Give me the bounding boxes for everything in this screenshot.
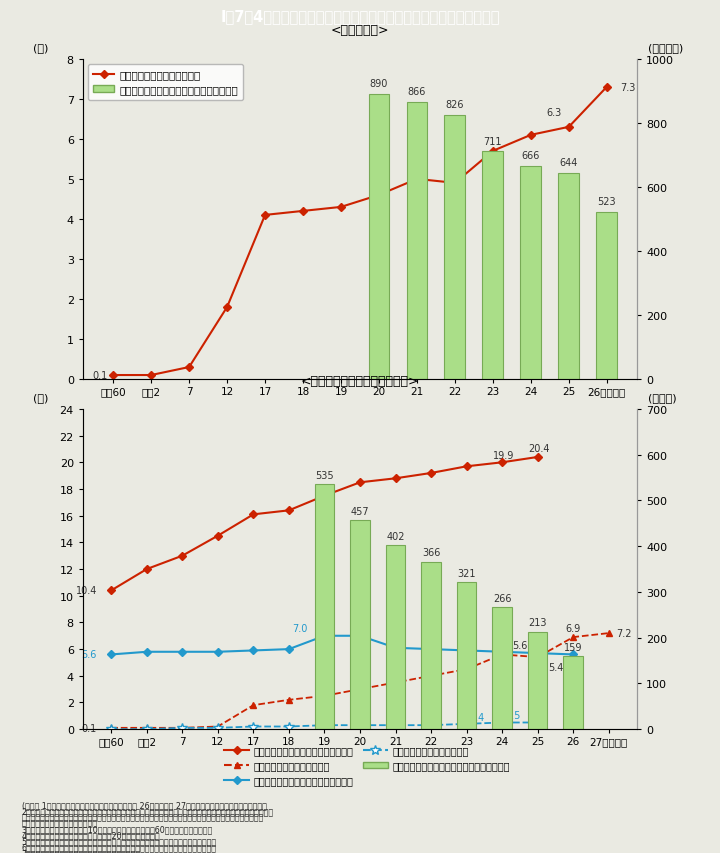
Text: 535: 535 xyxy=(315,470,334,480)
Bar xyxy=(444,115,465,380)
Text: 5.6: 5.6 xyxy=(81,650,97,659)
Bar xyxy=(528,632,547,729)
Text: 棄地の解消等の業務を行っている。: 棄地の解消等の業務を行っている。 xyxy=(22,818,98,827)
Text: 7.2: 7.2 xyxy=(616,629,631,638)
Text: 6．漁業協同組合については，各事業年度末（漁業協同組合により４月末～３月末）現在。: 6．漁業協同組合については，各事業年度末（漁業協同組合により４月末～３月末）現在… xyxy=(22,843,217,851)
Text: (委員会数): (委員会数) xyxy=(648,44,683,53)
Bar xyxy=(521,166,541,380)
Bar xyxy=(369,95,390,380)
Text: 2．農業委員とは，市町村の独立行政委員会である農業委員会の委員であり，選挙による委員と選任による委員からな: 2．農業委員とは，市町村の独立行政委員会である農業委員会の委員であり，選挙による… xyxy=(22,806,274,815)
Bar xyxy=(421,562,441,729)
Bar xyxy=(492,607,512,729)
Text: 0.4: 0.4 xyxy=(469,712,485,722)
Text: 213: 213 xyxy=(528,618,547,628)
Text: (％): (％) xyxy=(33,393,48,403)
Bar xyxy=(350,520,370,729)
Text: 5.4: 5.4 xyxy=(548,663,563,673)
Text: (％): (％) xyxy=(33,44,48,53)
Text: 0.1: 0.1 xyxy=(82,723,97,733)
Text: 644: 644 xyxy=(559,158,578,168)
Text: 7.0: 7.0 xyxy=(292,624,307,633)
Text: 321: 321 xyxy=(457,568,476,578)
Text: I－7－4図　農業委員会，農協，漁協における女性の参画状況の推移: I－7－4図 農業委員会，農協，漁協における女性の参画状況の推移 xyxy=(220,9,500,24)
Text: 711: 711 xyxy=(484,136,502,147)
Bar xyxy=(457,583,477,729)
Text: 7．漁業協同組合は，沿海地区出資漁業協同組合の値。: 7．漁業協同組合は，沿海地区出資漁業協同組合の値。 xyxy=(22,849,140,853)
Text: (備考） 1．農林水産省資料より作成。ただし，平成 26年度値及び 27年度値はジェイエー全中調べによる。: (備考） 1．農林水産省資料より作成。ただし，平成 26年度値及び 27年度値は… xyxy=(22,800,266,809)
Text: 5.6: 5.6 xyxy=(512,641,528,651)
Text: (組合数): (組合数) xyxy=(648,393,677,403)
Text: 402: 402 xyxy=(387,531,405,541)
Text: 3．農業委員については，各年10月１日現在。ただし，昭和60年度は８月１日現在。: 3．農業委員については，各年10月１日現在。ただし，昭和60年度は８月１日現在。 xyxy=(22,825,213,833)
Text: 366: 366 xyxy=(422,548,440,558)
Text: る。農業委員会は，農地法に基づく農地の権利移動の許可等の法令に基づく業務のほか，農地の利用集積，耕作放: る。農業委員会は，農地法に基づく農地の権利移動の許可等の法令に基づく業務のほか，… xyxy=(22,812,264,821)
Text: 457: 457 xyxy=(351,506,369,516)
Text: 523: 523 xyxy=(598,196,616,206)
Text: <農業協同組合，漁業協同組合>: <農業協同組合，漁業協同組合> xyxy=(301,374,419,387)
Bar xyxy=(386,546,405,729)
Legend: 農協個人正組合員に占める女性の割合, 農協役員に占める女性の割合, 漁協個人正組合員に占める女性の割合, 漁協役員に占める女性の割合, 女性役員のいない農業協同: 農協個人正組合員に占める女性の割合, 農協役員に占める女性の割合, 漁協個人正組… xyxy=(222,743,513,788)
Text: 6.9: 6.9 xyxy=(566,624,581,633)
Text: 266: 266 xyxy=(493,593,511,603)
Text: 866: 866 xyxy=(408,87,426,96)
Text: 7.3: 7.3 xyxy=(620,83,636,93)
Bar xyxy=(559,174,580,380)
Bar xyxy=(564,657,583,729)
Text: 19.9: 19.9 xyxy=(493,450,515,460)
Text: 159: 159 xyxy=(564,642,582,652)
Bar xyxy=(315,485,334,729)
Text: 10.4: 10.4 xyxy=(76,586,97,595)
Text: 6.3: 6.3 xyxy=(546,107,562,118)
Text: 4．女性委員のいない農業委員会数は平成20年度からの調査。: 4．女性委員のいない農業委員会数は平成20年度からの調査。 xyxy=(22,831,161,839)
Legend: 農業委員に占める女性の割合, 女性委員のいない農業委員会数（右目盛）: 農業委員に占める女性の割合, 女性委員のいない農業委員会数（右目盛） xyxy=(88,65,243,101)
Text: 826: 826 xyxy=(446,100,464,109)
Text: 20.4: 20.4 xyxy=(528,444,550,454)
Text: 0.5: 0.5 xyxy=(505,711,521,721)
Bar xyxy=(482,152,503,380)
Text: <農業委員会>: <農業委員会> xyxy=(330,25,390,38)
Text: 0.1: 0.1 xyxy=(92,370,107,380)
Text: 5．農業協同組合については，各事業年度末（農業協同組合により４月末～３月末）現在。: 5．農業協同組合については，各事業年度末（農業協同組合により４月末～３月末）現在… xyxy=(22,837,217,845)
Text: 666: 666 xyxy=(522,151,540,160)
Bar xyxy=(596,212,617,380)
Bar xyxy=(407,102,428,380)
Text: 890: 890 xyxy=(370,79,388,90)
